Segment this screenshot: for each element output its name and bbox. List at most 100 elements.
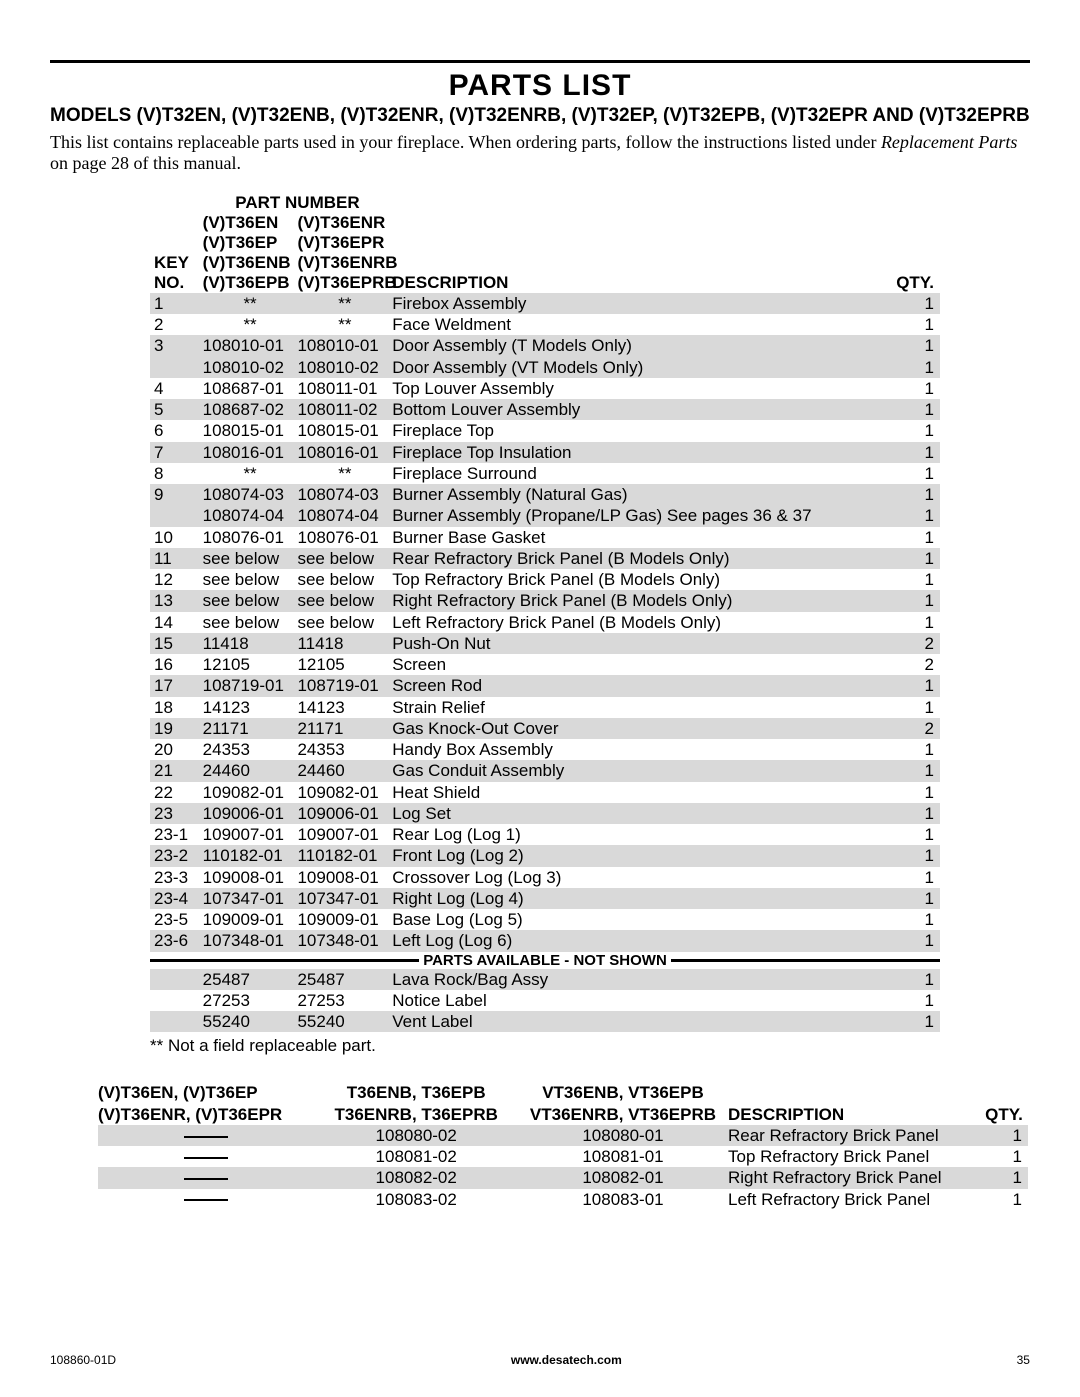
cell-desc: Burner Assembly (Propane/LP Gas) See pag… — [392, 505, 877, 526]
cell-part1: see below — [203, 569, 298, 590]
divider-row: PARTS AVAILABLE - NOT SHOWN — [150, 952, 940, 969]
cell-desc: Strain Relief — [392, 697, 877, 718]
cell-desc: Heat Shield — [392, 782, 877, 803]
cell-part2: 108719-01 — [297, 675, 392, 696]
models-line: MODELS (V)T32EN, (V)T32ENB, (V)T32ENR, (… — [50, 105, 1030, 128]
cell-qty: 1 — [877, 463, 940, 484]
t2-cell-desc: Left Refractory Brick Panel — [728, 1189, 985, 1210]
hdr-qty — [877, 233, 940, 253]
footnote: ** Not a field replaceable part. — [150, 1036, 1030, 1056]
cell-qty: 2 — [877, 654, 940, 675]
cell-part1: 108074-04 — [203, 505, 298, 526]
table-row: 6108015-01108015-01Fireplace Top1 — [150, 420, 940, 441]
table-row: 2548725487Lava Rock/Bag Assy1 — [150, 969, 940, 990]
cell-qty: 2 — [877, 718, 940, 739]
cell-key — [150, 505, 203, 526]
t2-hdr-c1a: (V)T36EN, (V)T36EP — [98, 1082, 314, 1103]
table-row: 10108076-01108076-01Burner Base Gasket1 — [150, 527, 940, 548]
divider-label: PARTS AVAILABLE - NOT SHOWN — [419, 952, 671, 969]
cell-qty: 1 — [877, 314, 940, 335]
footer-left: 108860-01D — [50, 1353, 116, 1367]
cell-qty: 1 — [877, 569, 940, 590]
cell-part1: 108015-01 — [203, 420, 298, 441]
cell-key — [150, 990, 203, 1011]
cell-part1: 107347-01 — [203, 888, 298, 909]
cell-part2: 108011-01 — [297, 378, 392, 399]
cell-part2: see below — [297, 612, 392, 633]
t2-cell-c1 — [98, 1125, 314, 1146]
cell-part2: 109009-01 — [297, 909, 392, 930]
cell-desc: Burner Base Gasket — [392, 527, 877, 548]
hdr-key: KEY — [150, 253, 203, 273]
cell-part1: 109006-01 — [203, 803, 298, 824]
cell-part1: 24460 — [203, 760, 298, 781]
cell-part2: 109082-01 — [297, 782, 392, 803]
cell-qty: 1 — [877, 990, 940, 1011]
intro-italic: Replacement Parts — [881, 132, 1017, 152]
t2-hdr-c2a: T36ENB, T36EPB — [314, 1082, 518, 1103]
cell-part2: 108016-01 — [297, 442, 392, 463]
main-parts-table-wrap: PART NUMBER(V)T36EN(V)T36ENR(V)T36EP(V)T… — [150, 193, 1030, 1033]
t2-hdr-desc: DESCRIPTION — [728, 1104, 985, 1125]
cell-part2: 110182-01 — [297, 845, 392, 866]
cell-desc: Left Refractory Brick Panel (B Models On… — [392, 612, 877, 633]
table-row: 3108010-01108010-01Door Assembly (T Mode… — [150, 335, 940, 356]
cell-part1: 108016-01 — [203, 442, 298, 463]
table-row: 14see belowsee belowLeft Refractory Bric… — [150, 612, 940, 633]
cell-part2: see below — [297, 590, 392, 611]
cell-key: 11 — [150, 548, 203, 569]
t2-cell-c3: 108081-01 — [518, 1146, 728, 1167]
cell-qty: 1 — [877, 612, 940, 633]
cell-qty: 1 — [877, 548, 940, 569]
cell-part2: ** — [297, 314, 392, 335]
cell-part2: see below — [297, 569, 392, 590]
cell-key: 13 — [150, 590, 203, 611]
t2-cell-desc: Rear Refractory Brick Panel — [728, 1125, 985, 1146]
footer-mid: www.desatech.com — [511, 1353, 622, 1367]
hdr-col1: (V)T36ENB — [203, 253, 298, 273]
cell-part1: 21171 — [203, 718, 298, 739]
cell-part2: 108010-01 — [297, 335, 392, 356]
cell-desc: Top Louver Assembly — [392, 378, 877, 399]
cell-key — [150, 1011, 203, 1032]
cell-part2: 14123 — [297, 697, 392, 718]
hdr-desc — [392, 233, 877, 253]
t2-cell-qty: 1 — [985, 1189, 1028, 1210]
cell-desc: Notice Label — [392, 990, 877, 1011]
cell-key: 15 — [150, 633, 203, 654]
cell-part2: 108010-02 — [297, 357, 392, 378]
t2-cell-c3: 108083-01 — [518, 1189, 728, 1210]
cell-qty: 1 — [877, 803, 940, 824]
cell-part2: 27253 — [297, 990, 392, 1011]
t2-cell-c1 — [98, 1146, 314, 1167]
cell-desc: Left Log (Log 6) — [392, 930, 877, 951]
cell-part1: ** — [203, 314, 298, 335]
cell-part1: 25487 — [203, 969, 298, 990]
hdr-col2: (V)T36ENRB — [297, 253, 392, 273]
cell-key: 6 — [150, 420, 203, 441]
cell-part1: 108010-02 — [203, 357, 298, 378]
t2-cell-c3: 108080-01 — [518, 1125, 728, 1146]
cell-key: 12 — [150, 569, 203, 590]
cell-key: 23-2 — [150, 845, 203, 866]
intro-text: This list contains replaceable parts use… — [50, 132, 1030, 175]
cell-key: 23 — [150, 803, 203, 824]
cell-key: 23-4 — [150, 888, 203, 909]
cell-part1: 109082-01 — [203, 782, 298, 803]
cell-part2: 108076-01 — [297, 527, 392, 548]
t2-cell-qty: 1 — [985, 1125, 1028, 1146]
cell-qty: 1 — [877, 845, 940, 866]
cell-key: 14 — [150, 612, 203, 633]
cell-key: 9 — [150, 484, 203, 505]
cell-desc: Face Weldment — [392, 314, 877, 335]
cell-part2: ** — [297, 463, 392, 484]
table-row: 5108687-02108011-02Bottom Louver Assembl… — [150, 399, 940, 420]
cell-key — [150, 357, 203, 378]
cell-desc: Door Assembly (VT Models Only) — [392, 357, 877, 378]
page-footer: 108860-01D www.desatech.com 35 — [50, 1353, 1030, 1367]
cell-part1: 55240 — [203, 1011, 298, 1032]
t2-hdr-c2b: T36ENRB, T36EPRB — [314, 1104, 518, 1125]
cell-key: 20 — [150, 739, 203, 760]
table-row: 108074-04108074-04Burner Assembly (Propa… — [150, 505, 940, 526]
top-rule — [50, 60, 1030, 63]
